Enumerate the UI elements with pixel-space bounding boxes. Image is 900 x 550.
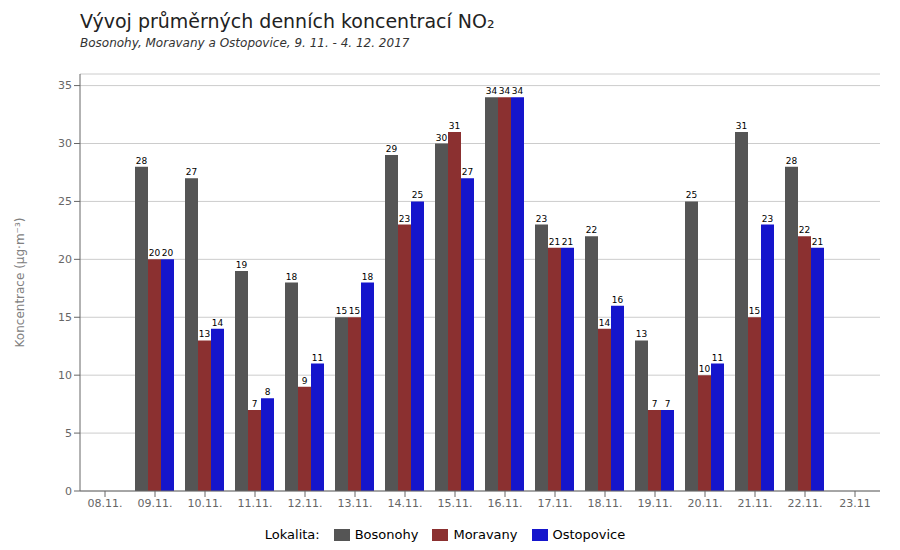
svg-text:16.11.: 16.11. <box>488 497 523 510</box>
svg-text:15: 15 <box>349 306 360 316</box>
svg-text:19.11.: 19.11. <box>638 497 673 510</box>
svg-text:19: 19 <box>236 260 248 270</box>
svg-text:11: 11 <box>712 353 723 363</box>
html-text:Lokalita:: Lokalita: <box>264 527 320 542</box>
svg-text:20: 20 <box>58 253 72 266</box>
svg-text:0: 0 <box>65 485 72 498</box>
svg-text:15.11.: 15.11. <box>438 497 473 510</box>
svg-text:34: 34 <box>486 86 498 96</box>
svg-text:27: 27 <box>186 167 197 177</box>
html-text:Bosonohy, Moravany a Ostopovic: Bosonohy, Moravany a Ostopovice, 9. 11. … <box>80 36 410 50</box>
svg-text:09.11.: 09.11. <box>138 497 173 510</box>
svg-text:9: 9 <box>302 376 308 386</box>
svg-text:25: 25 <box>58 195 72 208</box>
svg-text:18.11.: 18.11. <box>588 497 623 510</box>
svg-text:18: 18 <box>362 272 374 282</box>
svg-text:30: 30 <box>436 133 448 143</box>
svg-text:5: 5 <box>65 427 72 440</box>
svg-text:11: 11 <box>312 353 323 363</box>
html-text:Bosonohy: Bosonohy <box>354 527 419 542</box>
svg-text:14: 14 <box>599 318 611 328</box>
svg-text:13: 13 <box>636 329 647 339</box>
svg-text:28: 28 <box>136 156 148 166</box>
svg-text:15: 15 <box>336 306 347 316</box>
svg-text:35: 35 <box>58 79 72 92</box>
svg-text:16: 16 <box>612 295 624 305</box>
svg-text:34: 34 <box>499 86 511 96</box>
svg-text:23: 23 <box>536 214 547 224</box>
svg-text:31: 31 <box>449 121 460 131</box>
svg-text:18: 18 <box>286 272 298 282</box>
svg-text:20: 20 <box>162 248 174 258</box>
svg-text:23.11: 23.11 <box>839 497 871 510</box>
svg-text:23: 23 <box>762 214 773 224</box>
svg-text:23: 23 <box>399 214 410 224</box>
svg-text:21: 21 <box>812 237 823 247</box>
svg-text:21: 21 <box>562 237 573 247</box>
svg-text:11.11.: 11.11. <box>238 497 273 510</box>
html-text:Vývoj průměrných denních konce: Vývoj průměrných denních koncentrací NO₂ <box>80 10 495 32</box>
svg-text:34: 34 <box>512 86 524 96</box>
svg-text:17.11.: 17.11. <box>538 497 573 510</box>
svg-text:13.11.: 13.11. <box>338 497 373 510</box>
svg-text:22: 22 <box>799 225 810 235</box>
svg-text:7: 7 <box>652 399 658 409</box>
svg-text:13: 13 <box>199 329 210 339</box>
svg-text:21: 21 <box>549 237 560 247</box>
svg-text:15: 15 <box>749 306 760 316</box>
svg-text:29: 29 <box>386 144 398 154</box>
svg-text:Koncentrace (μg·m⁻³): Koncentrace (μg·m⁻³) <box>13 218 27 348</box>
svg-text:7: 7 <box>252 399 258 409</box>
svg-text:12.11.: 12.11. <box>288 497 323 510</box>
svg-text:14: 14 <box>212 318 224 328</box>
html-text:Moravany: Moravany <box>453 527 518 542</box>
svg-text:22.11.: 22.11. <box>788 497 823 510</box>
svg-text:10.11.: 10.11. <box>188 497 223 510</box>
svg-text:31: 31 <box>736 121 747 131</box>
svg-text:27: 27 <box>462 167 473 177</box>
svg-text:28: 28 <box>786 156 798 166</box>
svg-text:08.11.: 08.11. <box>88 497 123 510</box>
svg-text:30: 30 <box>58 137 72 150</box>
svg-text:22: 22 <box>586 225 597 235</box>
svg-text:10: 10 <box>58 369 72 382</box>
svg-text:7: 7 <box>665 399 671 409</box>
svg-text:25: 25 <box>686 190 697 200</box>
html-text:Ostopovice: Ostopovice <box>552 527 626 542</box>
svg-text:14.11.: 14.11. <box>388 497 423 510</box>
svg-text:20.11.: 20.11. <box>688 497 723 510</box>
svg-text:15: 15 <box>58 311 72 324</box>
svg-text:8: 8 <box>265 387 271 397</box>
svg-text:10: 10 <box>699 364 711 374</box>
svg-text:21.11.: 21.11. <box>738 497 773 510</box>
svg-text:20: 20 <box>149 248 161 258</box>
svg-text:25: 25 <box>412 190 423 200</box>
